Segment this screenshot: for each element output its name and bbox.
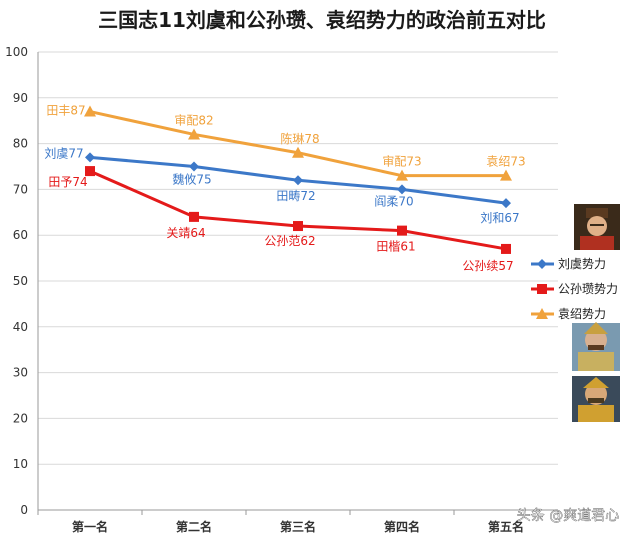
watermark: 头条 @爽道君心 xyxy=(517,507,619,524)
data-point xyxy=(85,166,95,177)
grid xyxy=(38,51,558,465)
portrait-yuan-shao xyxy=(572,376,620,422)
data-label: 刘和67 xyxy=(480,211,519,225)
series-line-3 xyxy=(84,105,512,181)
x-tick-label: 第二名 xyxy=(176,519,212,534)
y-tick-label: 30 xyxy=(13,366,28,380)
data-point xyxy=(396,169,408,181)
y-tick-label: 90 xyxy=(13,91,28,105)
legend-item: 袁绍势力 xyxy=(531,307,606,321)
data-label: 公孙范62 xyxy=(264,234,315,248)
axes: 0 10 20 30 40 50 60 70 80 90 100 第一名 第二名 第三名 第四名 第五名 xyxy=(5,45,559,534)
y-tick-label: 70 xyxy=(13,182,28,196)
portrait-liu-yu xyxy=(574,204,620,250)
legend-item: 刘虞势力 xyxy=(531,257,606,271)
x-tick-label: 第三名 xyxy=(280,519,316,534)
data-label: 关靖64 xyxy=(166,226,205,240)
series xyxy=(84,105,512,254)
data-point xyxy=(189,211,199,222)
data-label: 魏攸75 xyxy=(172,172,211,187)
data-labels: 刘虞77 魏攸75 田畴72 阎柔70 刘和67 田予74 关靖64 公孙范62 田楷61 公孙续… xyxy=(44,104,525,273)
data-point xyxy=(397,184,407,195)
y-tick-label: 80 xyxy=(13,137,28,151)
data-point xyxy=(292,146,304,158)
data-point xyxy=(188,128,200,140)
data-point xyxy=(293,175,303,186)
legend-marker xyxy=(537,259,547,269)
data-point xyxy=(397,225,407,236)
data-label: 田畴72 xyxy=(276,189,315,203)
data-point xyxy=(501,243,511,254)
data-label: 刘虞77 xyxy=(44,146,83,160)
data-label: 审配73 xyxy=(382,154,421,169)
data-label: 田楷61 xyxy=(376,239,415,254)
series-line-2 xyxy=(85,166,511,254)
legend-label: 公孙瓒势力 xyxy=(558,282,618,296)
data-point xyxy=(501,198,511,209)
x-tick-label: 第五名 xyxy=(488,519,524,534)
data-label: 公孙续57 xyxy=(462,259,513,273)
data-point xyxy=(85,152,95,163)
y-tick-label: 40 xyxy=(13,320,28,334)
data-label: 田丰87 xyxy=(46,104,85,118)
y-tick-label: 50 xyxy=(13,274,28,288)
data-point xyxy=(293,221,303,232)
y-tick-label: 0 xyxy=(20,503,28,517)
data-label: 审配82 xyxy=(174,112,213,127)
x-tick-label: 第四名 xyxy=(384,519,420,534)
y-tick-label: 100 xyxy=(5,45,28,59)
data-point xyxy=(189,161,199,172)
legend-label: 袁绍势力 xyxy=(558,307,606,321)
y-tick-label: 60 xyxy=(13,228,28,242)
data-point xyxy=(84,105,96,117)
data-label: 阎柔70 xyxy=(374,194,413,208)
y-tick-label: 10 xyxy=(13,457,28,471)
series-line-1 xyxy=(85,152,511,209)
data-label: 袁绍73 xyxy=(486,155,525,169)
data-point xyxy=(500,169,512,181)
legend-marker xyxy=(536,308,548,319)
data-label: 田予74 xyxy=(48,175,87,189)
y-tick-label: 20 xyxy=(13,411,28,425)
legend-label: 刘虞势力 xyxy=(558,257,606,271)
chart-title: 三国志11刘虞和公孙瓒、袁绍势力的政治前五对比 xyxy=(98,8,546,32)
portrait-gongsun-zan xyxy=(572,322,620,371)
legend-item: 公孙瓒势力 xyxy=(531,282,618,296)
x-tick-label: 第一名 xyxy=(72,519,108,534)
data-label: 陈琳78 xyxy=(280,131,319,146)
legend-marker xyxy=(537,284,547,294)
